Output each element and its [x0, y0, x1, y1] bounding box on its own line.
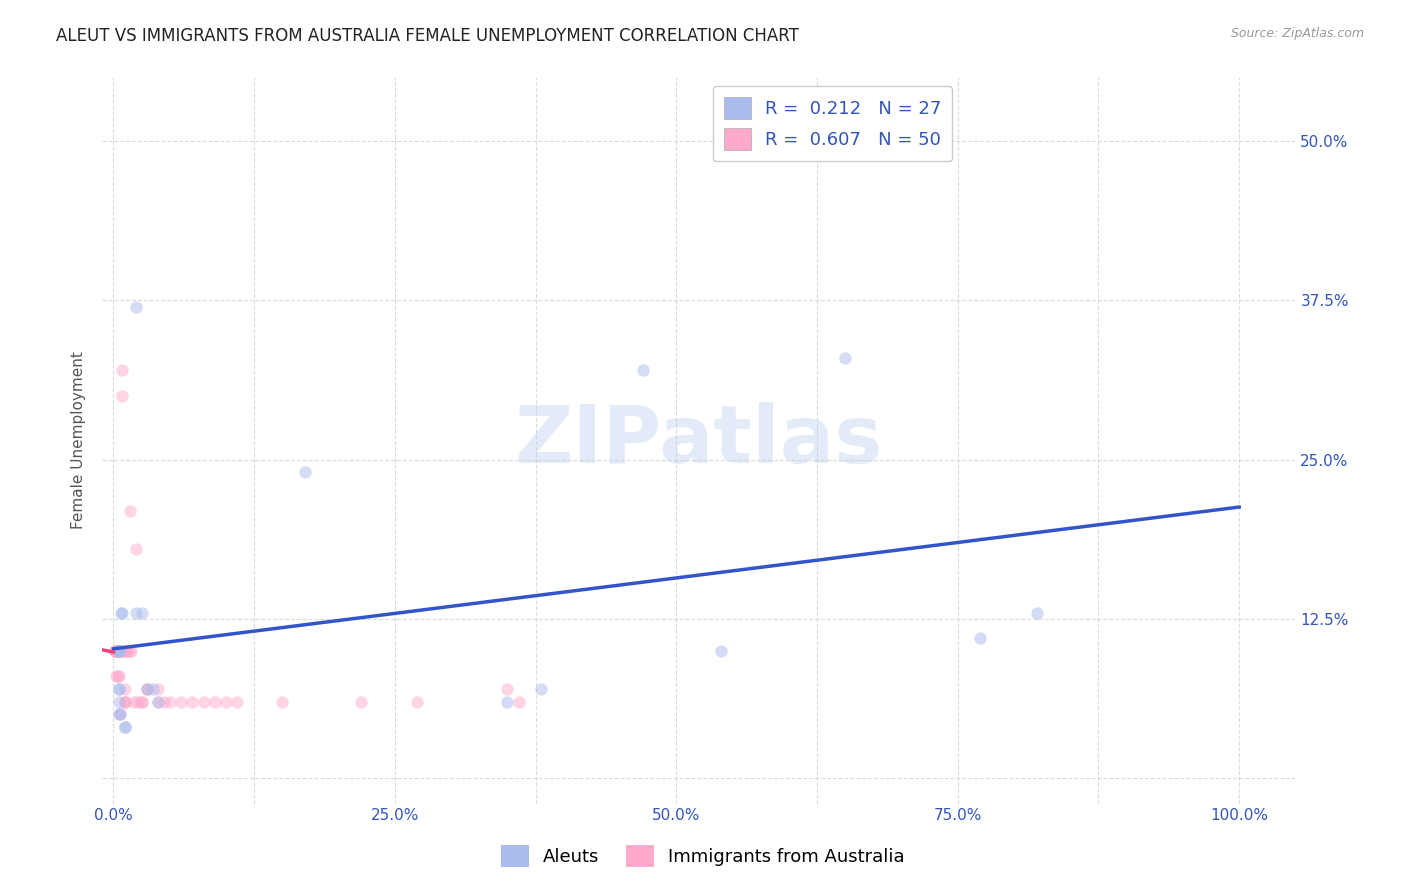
Point — [710, 644, 733, 658]
Point — [107, 644, 129, 658]
Point — [108, 644, 131, 658]
Point — [114, 695, 136, 709]
Point — [112, 644, 135, 658]
Point — [111, 363, 134, 377]
Point — [226, 695, 249, 709]
Point — [114, 681, 136, 696]
Point — [107, 669, 129, 683]
Point — [159, 695, 181, 709]
Point — [104, 644, 127, 658]
Point — [104, 669, 127, 683]
Point — [108, 644, 131, 658]
Point — [170, 695, 193, 709]
Point — [110, 644, 132, 658]
Point — [104, 644, 127, 658]
Point — [104, 644, 127, 658]
Point — [127, 695, 149, 709]
Point — [148, 695, 170, 709]
Point — [108, 695, 131, 709]
Point — [530, 681, 553, 696]
Point — [108, 707, 131, 722]
Point — [148, 695, 170, 709]
Point — [111, 606, 134, 620]
Legend: R =  0.212   N = 27, R =  0.607   N = 50: R = 0.212 N = 27, R = 0.607 N = 50 — [713, 87, 952, 161]
Point — [105, 644, 128, 658]
Point — [110, 644, 132, 658]
Point — [108, 644, 131, 658]
Point — [125, 541, 148, 556]
Point — [122, 695, 145, 709]
Point — [204, 695, 226, 709]
Point — [131, 606, 153, 620]
Point — [131, 695, 153, 709]
Point — [271, 695, 294, 709]
Point — [118, 644, 141, 658]
Point — [114, 695, 136, 709]
Point — [114, 644, 136, 658]
Point — [110, 606, 132, 620]
Point — [142, 681, 165, 696]
Point — [105, 644, 128, 658]
Point — [215, 695, 238, 709]
Point — [350, 695, 373, 709]
Point — [104, 644, 127, 658]
Point — [969, 631, 991, 645]
Point — [115, 644, 138, 658]
Point — [153, 695, 176, 709]
Point — [108, 644, 131, 658]
Point — [148, 681, 170, 696]
Point — [136, 681, 159, 696]
Point — [110, 707, 132, 722]
Point — [120, 503, 142, 517]
Y-axis label: Female Unemployment: Female Unemployment — [72, 351, 86, 530]
Point — [108, 644, 131, 658]
Point — [136, 681, 159, 696]
Point — [496, 695, 519, 709]
Text: ZIPatlas: ZIPatlas — [515, 401, 883, 480]
Point — [834, 351, 856, 365]
Point — [110, 707, 132, 722]
Point — [1025, 606, 1047, 620]
Point — [108, 669, 131, 683]
Point — [631, 363, 654, 377]
Point — [114, 720, 136, 734]
Point — [125, 300, 148, 314]
Point — [131, 695, 153, 709]
Point — [114, 720, 136, 734]
Point — [114, 644, 136, 658]
Point — [114, 695, 136, 709]
Text: ALEUT VS IMMIGRANTS FROM AUSTRALIA FEMALE UNEMPLOYMENT CORRELATION CHART: ALEUT VS IMMIGRANTS FROM AUSTRALIA FEMAL… — [56, 27, 799, 45]
Point — [406, 695, 429, 709]
Point — [136, 681, 159, 696]
Point — [496, 681, 519, 696]
Point — [181, 695, 204, 709]
Point — [108, 681, 131, 696]
Point — [125, 606, 148, 620]
Point — [294, 466, 316, 480]
Point — [508, 695, 530, 709]
Point — [108, 681, 131, 696]
Point — [121, 644, 143, 658]
Point — [104, 644, 127, 658]
Point — [193, 695, 215, 709]
Text: Source: ZipAtlas.com: Source: ZipAtlas.com — [1230, 27, 1364, 40]
Point — [111, 389, 134, 403]
Legend: Aleuts, Immigrants from Australia: Aleuts, Immigrants from Australia — [494, 838, 912, 874]
